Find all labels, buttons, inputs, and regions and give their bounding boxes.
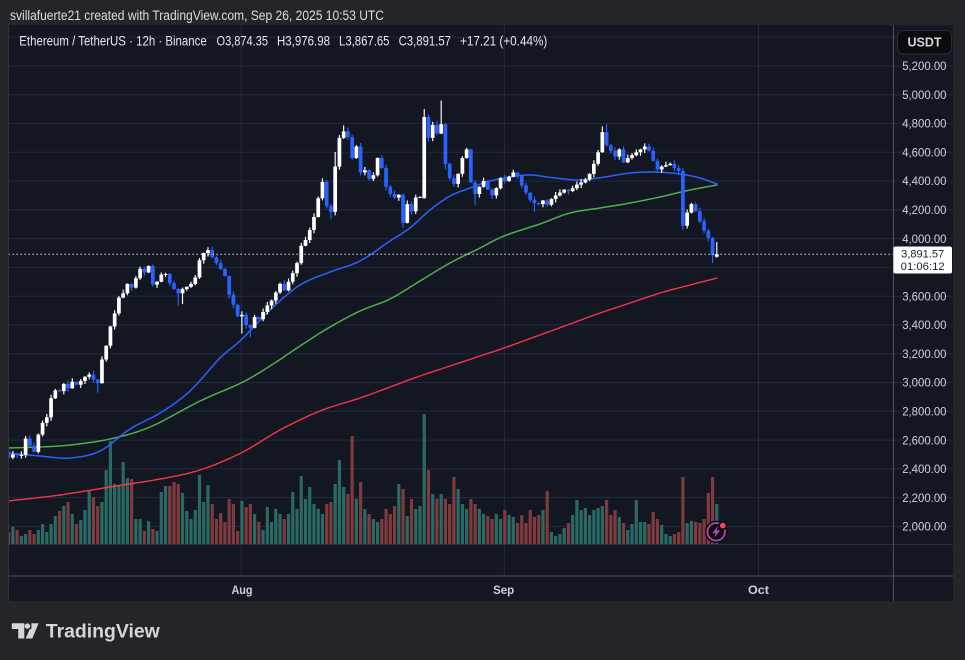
svg-text:3,891.57: 3,891.57 xyxy=(901,249,944,261)
svg-text:+17.21 (+0.44%): +17.21 (+0.44%) xyxy=(460,34,547,49)
svg-text:2,800.00: 2,800.00 xyxy=(902,405,947,419)
svg-text:4,000.00: 4,000.00 xyxy=(902,232,947,246)
svg-text:USDT: USDT xyxy=(907,36,941,50)
svg-text:L3,867.65: L3,867.65 xyxy=(339,34,390,49)
svg-text:4,800.00: 4,800.00 xyxy=(902,117,947,131)
svg-text:2,600.00: 2,600.00 xyxy=(902,433,947,447)
svg-text:2,000.00: 2,000.00 xyxy=(902,520,947,534)
svg-text:Sep: Sep xyxy=(493,585,514,597)
svg-text:01:06:12: 01:06:12 xyxy=(901,261,945,273)
svg-text:2,400.00: 2,400.00 xyxy=(902,462,947,476)
svg-text:3,200.00: 3,200.00 xyxy=(902,347,947,361)
svg-text:4,400.00: 4,400.00 xyxy=(902,174,947,188)
svg-text:H3,976.98: H3,976.98 xyxy=(277,34,330,49)
svg-text:Ethereum / TetherUS · 12h · Bi: Ethereum / TetherUS · 12h · Binance xyxy=(19,34,206,49)
svg-text:3,600.00: 3,600.00 xyxy=(902,289,947,303)
svg-text:3,000.00: 3,000.00 xyxy=(902,376,947,390)
svg-text:3,400.00: 3,400.00 xyxy=(902,318,947,332)
svg-text:Oct: Oct xyxy=(748,585,769,597)
svg-text:Aug: Aug xyxy=(232,585,253,597)
svg-text:4,600.00: 4,600.00 xyxy=(902,146,947,160)
svg-text:5,000.00: 5,000.00 xyxy=(902,88,947,102)
svg-text:C3,891.57: C3,891.57 xyxy=(399,34,451,49)
svg-text:O3,874.35: O3,874.35 xyxy=(217,34,269,49)
svg-text:TradingView: TradingView xyxy=(46,620,161,642)
svg-text:5,200.00: 5,200.00 xyxy=(902,59,947,73)
svg-text:svillafuerte21 created with Tr: svillafuerte21 created with TradingView.… xyxy=(10,8,384,23)
svg-text:2,200.00: 2,200.00 xyxy=(902,491,947,505)
svg-text:4,200.00: 4,200.00 xyxy=(902,203,947,217)
